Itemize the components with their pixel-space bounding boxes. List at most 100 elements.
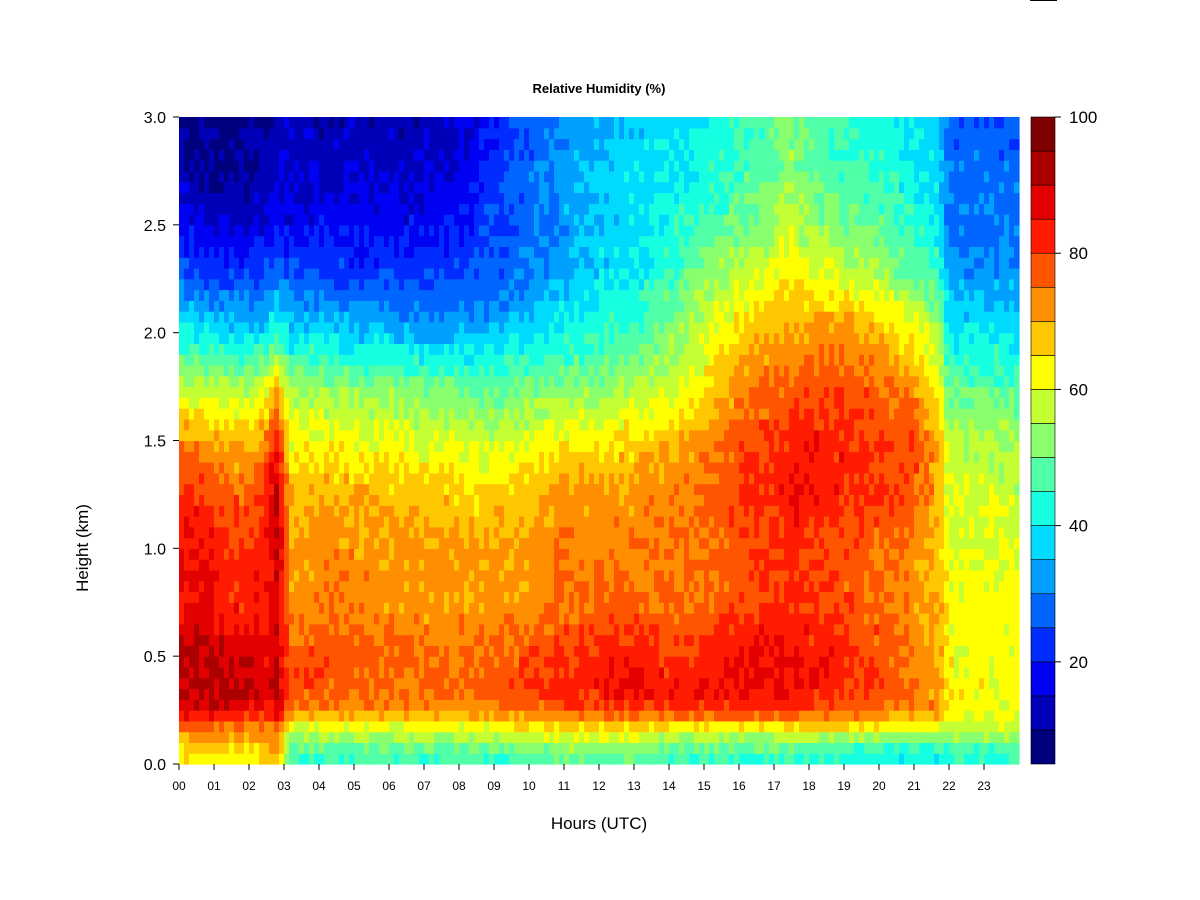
heatmap-cell — [599, 505, 605, 517]
heatmap-cell — [914, 494, 920, 506]
heatmap-cell — [619, 505, 625, 517]
heatmap-cell — [1004, 731, 1010, 744]
heatmap-cell — [404, 580, 410, 593]
heatmap-cell — [944, 699, 950, 711]
heatmap-cell — [354, 451, 360, 463]
heatmap-cell — [359, 613, 365, 625]
heatmap-cell — [634, 710, 640, 722]
heatmap-cell — [339, 526, 345, 539]
heatmap-cell — [994, 742, 1000, 754]
heatmap-cell — [414, 494, 420, 506]
heatmap-cell — [464, 623, 470, 636]
heatmap-cell — [579, 580, 585, 593]
heatmap-cell — [494, 731, 500, 744]
heatmap-cell — [869, 731, 875, 744]
heatmap-cell — [809, 505, 815, 517]
heatmap-cell — [404, 505, 410, 517]
heatmap-cell — [369, 710, 375, 722]
heatmap-cell — [739, 731, 745, 744]
heatmap-cell — [939, 666, 945, 679]
heatmap-cell — [899, 451, 905, 463]
heatmap-cell — [854, 666, 860, 679]
heatmap-cell — [589, 602, 595, 614]
heatmap-cell — [1014, 666, 1020, 679]
heatmap-cell — [424, 591, 430, 603]
heatmap-cell — [709, 699, 715, 711]
heatmap-cell — [834, 731, 840, 744]
heatmap-cell — [284, 515, 290, 528]
heatmap-cell — [959, 688, 965, 700]
heatmap-cell — [409, 440, 415, 452]
heatmap-cell — [389, 731, 395, 744]
heatmap-cell — [849, 559, 855, 571]
heatmap-cell — [189, 720, 195, 733]
heatmap-cell — [909, 613, 915, 625]
heatmap-cell — [739, 591, 745, 603]
heatmap-cell — [724, 753, 730, 765]
heatmap-cell — [509, 699, 515, 711]
heatmap-cell — [274, 710, 280, 722]
heatmap-cell — [274, 688, 280, 700]
heatmap-cell — [399, 591, 405, 603]
heatmap-cell — [794, 526, 800, 539]
heatmap-cell — [314, 505, 320, 517]
heatmap-cell — [649, 569, 655, 582]
heatmap-cell — [474, 526, 480, 539]
heatmap-cell — [984, 580, 990, 593]
heatmap-cell — [184, 526, 190, 539]
heatmap-cell — [379, 720, 385, 733]
heatmap-cell — [544, 699, 550, 711]
heatmap-cell — [419, 591, 425, 603]
heatmap-cell — [354, 440, 360, 452]
heatmap-cell — [424, 559, 430, 571]
heatmap-cell — [409, 645, 415, 657]
heatmap-cell — [719, 591, 725, 603]
heatmap-cell — [819, 451, 825, 463]
heatmap-cell — [924, 569, 930, 582]
heatmap-cell — [359, 720, 365, 733]
heatmap-cell — [514, 483, 520, 496]
heatmap-cell — [254, 505, 260, 517]
heatmap-cell — [889, 720, 895, 733]
heatmap-cell — [884, 602, 890, 614]
heatmap-cell — [974, 483, 980, 496]
heatmap-cell — [414, 623, 420, 636]
heatmap-cell — [809, 710, 815, 722]
heatmap-cell — [414, 580, 420, 593]
heatmap-cell — [854, 742, 860, 754]
heatmap-cell — [784, 753, 790, 765]
heatmap-cell — [944, 591, 950, 603]
heatmap-cell — [619, 548, 625, 560]
heatmap-cell — [364, 526, 370, 539]
heatmap-cell — [449, 580, 455, 593]
heatmap-cell — [634, 731, 640, 744]
heatmap-cell — [1004, 613, 1010, 625]
heatmap-cell — [479, 515, 485, 528]
heatmap-cell — [399, 699, 405, 711]
heatmap-cell — [214, 731, 220, 744]
heatmap-cell — [974, 451, 980, 463]
heatmap-cell — [744, 569, 750, 582]
heatmap-cell — [774, 494, 780, 506]
heatmap-cell — [954, 462, 960, 474]
heatmap-cell — [504, 699, 510, 711]
heatmap-cell — [969, 677, 975, 690]
heatmap-cell — [249, 613, 255, 625]
heatmap-cell — [769, 591, 775, 603]
heatmap-cell — [834, 548, 840, 560]
heatmap-cell — [894, 559, 900, 571]
heatmap-cell — [869, 462, 875, 474]
heatmap-cell — [979, 731, 985, 744]
heatmap-cell — [674, 731, 680, 744]
heatmap-cell — [304, 634, 310, 646]
heatmap-cell — [749, 666, 755, 679]
heatmap-cell — [749, 645, 755, 657]
heatmap-cell — [679, 580, 685, 593]
heatmap-cell — [514, 656, 520, 668]
heatmap-cell — [619, 591, 625, 603]
heatmap-cell — [369, 472, 375, 485]
heatmap-cell — [574, 656, 580, 668]
heatmap-cell — [629, 699, 635, 711]
heatmap-cell — [279, 645, 285, 657]
heatmap-cell — [734, 634, 740, 646]
